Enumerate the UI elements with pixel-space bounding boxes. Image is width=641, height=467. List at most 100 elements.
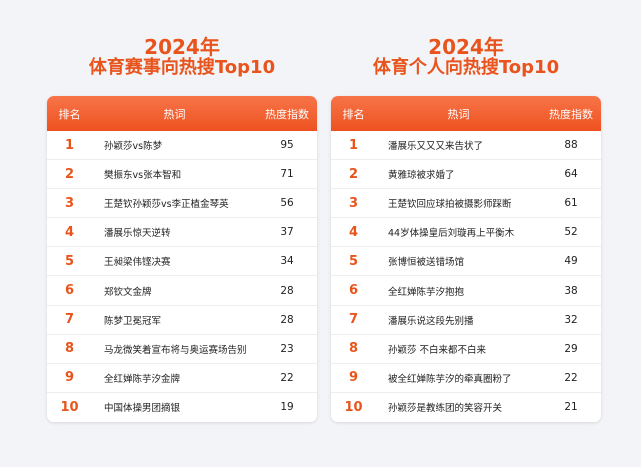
term-cell: 潘展乐说这段先别播 — [388, 315, 474, 327]
term-cell: 全红婵陈芋汐金牌 — [104, 373, 181, 385]
term-cell: 孙颖莎是教练团的笑容开关 — [388, 403, 503, 415]
panel-title: 2024年 体育个人向热搜Top10 — [331, 36, 601, 82]
term-cell: 王楚钦孙颖莎vs李正植金琴英 — [104, 199, 229, 211]
term-cell: 中国体操男团摘银 — [104, 403, 181, 415]
table-row: 9 全红婵陈芋汐金牌 22 — [47, 363, 317, 393]
rank-cell: 1 — [348, 137, 359, 153]
table-row: 9 被全红婵陈芋汐的牵真圈粉了 22 — [331, 363, 601, 393]
index-cell: 71 — [280, 168, 294, 181]
table-row: 2 樊振东vs张本智和 71 — [47, 160, 317, 190]
term-cell: 王昶梁伟铿决赛 — [104, 257, 171, 269]
table-row: 8 马龙微笑着宣布将与奥运赛场告别 23 — [47, 334, 317, 364]
rank-cell: 5 — [348, 253, 359, 269]
term-cell: 王楚钦回应球拍被摄影师踩断 — [388, 199, 512, 211]
rank-cell: 10 — [60, 399, 79, 415]
term-cell: 潘展乐又又又来告状了 — [388, 141, 484, 153]
index-cell: 19 — [280, 401, 294, 414]
table-row: 2 黄雅琼被求婚了 64 — [331, 160, 601, 190]
header-rank: 排名 — [58, 107, 81, 121]
table-row: 3 王楚钦孙颖莎vs李正植金琴英 56 — [47, 189, 317, 219]
term-cell: 陈梦卫冕冠军 — [104, 315, 162, 327]
rank-cell: 5 — [64, 253, 75, 269]
ranking-table: 排名 热词 热度指数 1 潘展乐又又又来告状了 88 2 黄雅琼被求婚了 64 3 王楚钦回应… — [331, 96, 601, 422]
term-cell: 孙颖莎vs陈梦 — [104, 141, 163, 153]
rank-cell: 2 — [64, 166, 75, 182]
title-year: 2024年 — [428, 35, 504, 59]
index-cell: 34 — [280, 255, 294, 268]
table-row: 5 张博恒被送错场馆 49 — [331, 247, 601, 277]
rank-cell: 10 — [344, 399, 363, 415]
term-cell: 樊振东vs张本智和 — [104, 170, 182, 182]
table-row: 7 潘展乐说这段先别播 32 — [331, 305, 601, 335]
title-subtitle: 体育个人向热搜Top10 — [372, 57, 560, 78]
table-header: 排名 热词 热度指数 — [47, 96, 317, 131]
table-row: 10 孙颖莎是教练团的笑容开关 21 — [331, 392, 601, 422]
table-row: 6 全红婵陈芋汐抱抱 38 — [331, 276, 601, 306]
rank-cell: 4 — [64, 224, 75, 240]
table-row: 1 潘展乐又又又来告状了 88 — [331, 131, 601, 161]
index-cell: 37 — [280, 226, 294, 239]
term-cell: 马龙微笑着宣布将与奥运赛场告别 — [104, 344, 247, 356]
index-cell: 95 — [280, 139, 294, 152]
term-cell: 张博恒被送错场馆 — [388, 257, 465, 269]
table-row: 10 中国体操男团摘银 19 — [47, 392, 317, 422]
term-cell: 孙颖莎 不白来都不白来 — [388, 344, 487, 356]
index-cell: 22 — [564, 371, 578, 384]
header-index: 热度指数 — [265, 107, 309, 121]
table-row: 4 潘展乐惊天逆转 37 — [47, 218, 317, 248]
index-cell: 52 — [564, 226, 578, 239]
table-row: 5 王昶梁伟铿决赛 34 — [47, 247, 317, 277]
rank-cell: 8 — [348, 341, 359, 357]
index-cell: 88 — [564, 139, 578, 152]
term-cell: 44岁体操皇后刘璇再上平衡木 — [388, 228, 515, 240]
rank-cell: 3 — [64, 195, 75, 211]
index-cell: 28 — [280, 284, 294, 297]
table-row: 6 郑钦文金牌 28 — [47, 276, 317, 306]
table-row: 1 孙颖莎vs陈梦 95 — [47, 131, 317, 161]
index-cell: 56 — [280, 197, 294, 210]
term-cell: 全红婵陈芋汐抱抱 — [388, 286, 465, 298]
index-cell: 23 — [280, 342, 294, 355]
table-row: 8 孙颖莎 不白来都不白来 29 — [331, 334, 601, 364]
term-cell: 被全红婵陈芋汐的牵真圈粉了 — [388, 373, 512, 385]
term-cell: 潘展乐惊天逆转 — [104, 228, 171, 240]
term-cell: 郑钦文金牌 — [104, 286, 152, 298]
index-cell: 61 — [564, 197, 578, 210]
sports-personal-panel: 2024年 体育个人向热搜Top10 排名 热词 热度指数 1 潘展乐又又又来告状… — [331, 36, 601, 422]
rank-cell: 4 — [348, 224, 359, 240]
sports-events-panel: 2024年 体育赛事向热搜Top10 排名 热词 热度指数 1 孙颖莎vs陈梦 95… — [47, 36, 317, 422]
header-index: 热度指数 — [549, 107, 593, 121]
rank-cell: 6 — [348, 283, 359, 299]
rank-cell: 6 — [64, 283, 75, 299]
index-cell: 21 — [564, 401, 578, 414]
rank-cell: 9 — [348, 370, 359, 386]
rank-cell: 8 — [64, 341, 75, 357]
panel-title: 2024年 体育赛事向热搜Top10 — [47, 36, 317, 82]
index-cell: 22 — [280, 371, 294, 384]
term-cell: 黄雅琼被求婚了 — [388, 170, 455, 182]
rank-cell: 1 — [64, 137, 75, 153]
table-row: 7 陈梦卫冕冠军 28 — [47, 305, 317, 335]
index-cell: 29 — [564, 342, 578, 355]
table-row: 4 44岁体操皇后刘璇再上平衡木 52 — [331, 218, 601, 248]
rank-cell: 2 — [348, 166, 359, 182]
header-rank: 排名 — [342, 107, 365, 121]
table-body: 1 潘展乐又又又来告状了 88 2 黄雅琼被求婚了 64 3 王楚钦回应球拍被摄影师踩断 61 4… — [331, 131, 601, 422]
header-term: 热词 — [447, 107, 470, 121]
rank-cell: 7 — [64, 312, 75, 328]
index-cell: 32 — [564, 313, 578, 326]
header-term: 热词 — [163, 107, 186, 121]
index-cell: 64 — [564, 168, 578, 181]
table-body: 1 孙颖莎vs陈梦 95 2 樊振东vs张本智和 71 3 王楚钦孙颖莎vs李正植金琴英 56 4… — [47, 131, 317, 422]
ranking-table: 排名 热词 热度指数 1 孙颖莎vs陈梦 95 2 樊振东vs张本智和 71 3 王楚钦孙颖莎… — [47, 96, 317, 422]
index-cell: 28 — [280, 313, 294, 326]
rank-cell: 3 — [348, 195, 359, 211]
index-cell: 49 — [564, 255, 578, 268]
table-header: 排名 热词 热度指数 — [331, 96, 601, 131]
table-row: 3 王楚钦回应球拍被摄影师踩断 61 — [331, 189, 601, 219]
rank-cell: 9 — [64, 370, 75, 386]
rank-cell: 7 — [348, 312, 359, 328]
title-year: 2024年 — [144, 35, 220, 59]
title-subtitle: 体育赛事向热搜Top10 — [88, 57, 276, 78]
index-cell: 38 — [564, 284, 578, 297]
